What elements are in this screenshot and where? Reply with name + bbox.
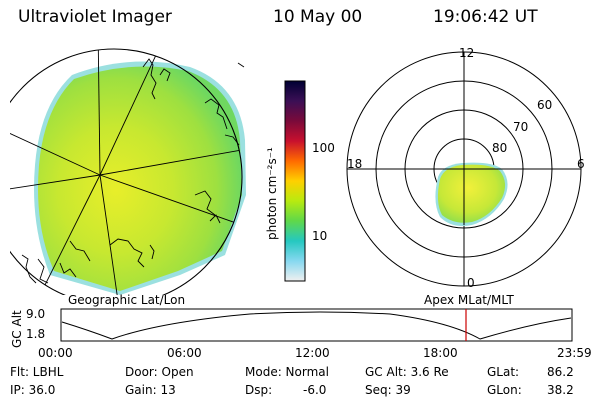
- colorbar-unit-label: photon cm⁻²s⁻¹: [265, 147, 279, 240]
- colorbar: [284, 80, 306, 282]
- door-readout: Door: Open: [125, 365, 194, 379]
- aurora-emission: [38, 66, 242, 291]
- time-label: 19:06:42 UT: [433, 7, 538, 27]
- colorbar-tick-10: 10: [312, 229, 328, 243]
- instrument-title: Ultraviolet Imager: [18, 7, 172, 27]
- glon-value: 38.2: [547, 383, 574, 397]
- mode-readout: Mode: Normal: [245, 365, 329, 379]
- geographic-globe-image: [10, 48, 246, 295]
- coastlines: [21, 58, 245, 284]
- mlat-label-80: 80: [492, 141, 508, 155]
- mlat-label-60: 60: [537, 98, 553, 112]
- timeline-x-tick-1200: 12:00: [295, 346, 330, 360]
- mlt-label-12: 12: [459, 46, 475, 60]
- gain-readout: Gain: 13: [125, 383, 176, 397]
- glat-value: 86.2: [547, 365, 574, 379]
- timeline-y-title: GC Alt: [10, 310, 24, 348]
- mlt-label-0: 0: [467, 276, 475, 290]
- sequence-readout: Seq: 39: [365, 383, 411, 397]
- earth-limb: [10, 48, 243, 295]
- auroral-oval: [437, 164, 506, 223]
- timeline-frame: [60, 308, 573, 342]
- altitude-curve: [61, 311, 572, 340]
- timeline-x-tick-2359: 23:59: [557, 346, 592, 360]
- dsp-label: Dsp:: [245, 383, 273, 397]
- ip-readout: IP: 36.0: [10, 383, 56, 397]
- dsp-value: -6.0: [303, 383, 327, 397]
- glat-label: GLat:: [487, 365, 520, 379]
- timeline-y-tick-low: 1.8: [26, 327, 46, 341]
- mlt-label-6: 6: [577, 157, 585, 171]
- colorbar-scale: [284, 80, 306, 282]
- glon-label: GLon:: [487, 383, 522, 397]
- timeline-x-tick-1800: 18:00: [423, 346, 458, 360]
- orbit-altitude-timeline: [60, 308, 573, 342]
- filter-readout: Flt: LBHL: [10, 365, 64, 379]
- date-label: 10 May 00: [273, 7, 363, 27]
- right-panel-label: Apex MLat/MLT: [424, 293, 514, 307]
- gc-alt-readout: GC Alt: 3.6 Re: [365, 365, 449, 379]
- colorbar-tick-100: 100: [312, 141, 335, 155]
- left-panel-label: Geographic Lat/Lon: [68, 293, 186, 307]
- timeline-x-tick-0600: 06:00: [167, 346, 202, 360]
- mlt-label-18: 18: [347, 157, 363, 171]
- timeline-x-tick-0000: 00:00: [38, 346, 73, 360]
- polar-mlt-plot: [346, 51, 582, 287]
- timeline-y-tick-high: 9.0: [26, 307, 46, 321]
- mlat-label-70: 70: [513, 120, 529, 134]
